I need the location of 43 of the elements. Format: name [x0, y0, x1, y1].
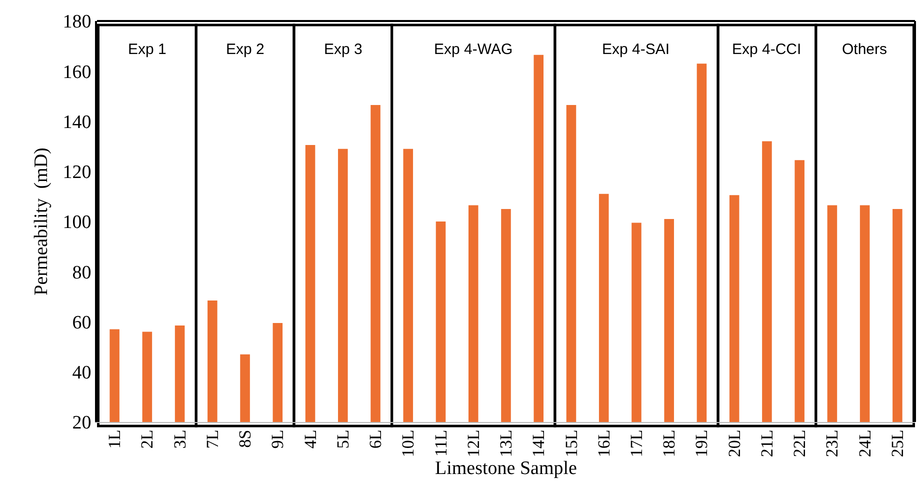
annotation: Exp 1 [128, 41, 166, 58]
x-tick-label: 23L [822, 430, 842, 458]
annotation: Exp 3 [324, 41, 362, 58]
y-tick-label: 80 [72, 262, 92, 284]
x-tick-label: 25L [888, 430, 907, 458]
annotation: Others [842, 41, 888, 58]
x-tick-label: 18L [660, 430, 679, 458]
annotation: Exp 2 [226, 41, 264, 58]
y-tick-label: 120 [62, 162, 92, 184]
x-tick-label: 24L [855, 430, 874, 458]
x-tick-label: 1L [105, 430, 124, 449]
x-tick-label: 8S [236, 430, 255, 448]
x-tick-label: 7L [202, 430, 222, 449]
y-tick-label: 180 [62, 12, 92, 33]
x-tick-label: 14L [529, 430, 548, 458]
x-tick-label: 21L [757, 430, 776, 458]
y-tick-label: 100 [62, 212, 92, 234]
x-tick-label: 12L [464, 430, 483, 458]
x-tick-label: 6L [366, 430, 386, 449]
annotation: Exp 4-WAG [434, 41, 513, 58]
x-tick-label: 9L [268, 430, 288, 449]
y-tick-label: 60 [72, 312, 92, 334]
x-axis-title: Limestone Sample [435, 458, 577, 479]
x-tick-label: 15L [562, 430, 581, 458]
y-tick-label: 140 [62, 112, 92, 133]
annotation: Exp 4-SAI [602, 41, 670, 58]
x-tick-label: 2L [138, 430, 157, 449]
annotation: Exp 4-CCI [732, 41, 802, 58]
x-tick-label: 16L [594, 430, 614, 458]
x-tick-label: 20L [724, 430, 744, 458]
x-tick-label: 11L [431, 430, 450, 457]
x-tick-label: 22L [790, 430, 810, 458]
y-tick-label: 20 [72, 412, 92, 434]
y-tick-label: 40 [72, 362, 92, 384]
y-axis-title: Permeability (mD) [31, 148, 52, 296]
x-tick-label: 19L [692, 430, 712, 458]
x-tick-label: 3L [170, 430, 190, 449]
x-tick-label: 4L [300, 430, 320, 449]
x-tick-label: 17L [627, 430, 646, 458]
x-tick-label: 13L [496, 430, 516, 458]
x-tick-label: 10L [398, 430, 418, 458]
x-tick-label: 5L [333, 430, 352, 449]
y-tick-label: 160 [62, 62, 92, 83]
